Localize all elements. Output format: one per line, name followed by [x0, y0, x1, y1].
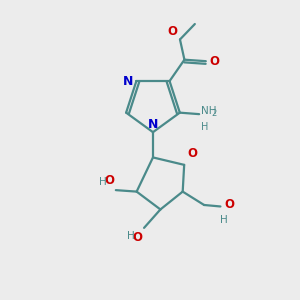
- Text: H: H: [128, 231, 135, 242]
- Text: O: O: [209, 55, 219, 68]
- Text: O: O: [224, 199, 234, 212]
- Text: N: N: [123, 75, 134, 88]
- Text: O: O: [133, 231, 142, 244]
- Text: O: O: [168, 25, 178, 38]
- Text: 2: 2: [212, 109, 217, 118]
- Text: H: H: [201, 122, 209, 132]
- Text: O: O: [188, 147, 198, 161]
- Text: H: H: [99, 177, 106, 187]
- Text: O: O: [104, 174, 114, 187]
- Text: H: H: [220, 215, 228, 225]
- Text: NH: NH: [201, 106, 216, 116]
- Text: N: N: [148, 118, 158, 131]
